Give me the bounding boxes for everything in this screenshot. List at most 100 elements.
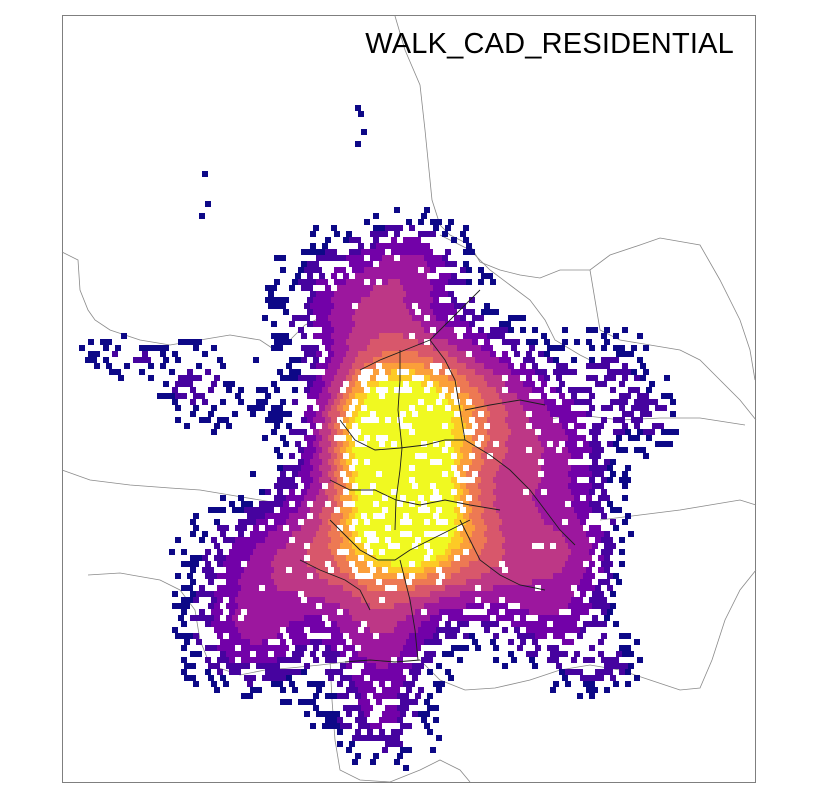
density-cell [568,495,574,501]
density-cell [475,525,481,531]
density-cell [157,345,163,351]
density-cell [397,333,403,339]
density-cell [370,399,376,405]
density-cell [529,561,535,567]
density-cell [538,531,544,537]
density-cell [238,627,244,633]
density-cell [286,591,292,597]
density-cell [373,249,379,255]
density-cell [529,345,535,351]
density-cell [595,669,601,675]
density-cell [502,435,508,441]
density-cell [550,567,556,573]
density-cell [328,519,334,525]
density-cell [241,693,247,699]
density-cell [493,621,499,627]
density-cell [481,393,487,399]
density-cell [313,585,319,591]
density-cell [589,681,595,687]
density-cell [262,387,268,393]
density-cell [304,663,310,669]
density-cell [337,669,343,675]
density-cell [400,471,406,477]
density-cell [415,465,421,471]
density-cell [484,483,490,489]
density-cell [280,339,286,345]
density-cell [397,693,403,699]
density-cell [502,663,508,669]
density-cell [358,387,364,393]
density-cell [481,489,487,495]
density-cell [337,585,343,591]
density-cell [289,681,295,687]
density-cell [388,435,394,441]
density-cell [628,531,634,537]
density-cell [460,567,466,573]
density-cell [379,285,385,291]
density-cell [460,399,466,405]
density-cell [349,237,355,243]
density-cell [355,297,361,303]
density-cell [301,429,307,435]
density-cell [196,339,202,345]
density-cell [562,363,568,369]
density-cell [433,393,439,399]
density-cell [472,603,478,609]
density-cell [361,261,367,267]
density-cell [247,585,253,591]
density-cell [511,369,517,375]
density-cell [394,567,400,573]
density-cell [328,615,334,621]
density-cell [520,591,526,597]
density-cell [568,387,574,393]
density-cell [295,357,301,363]
density-cell [319,681,325,687]
density-cell [388,387,394,393]
density-cell [301,285,307,291]
density-cell [211,537,217,543]
density-cell [451,549,457,555]
density-cell [547,429,553,435]
density-cell [274,411,280,417]
density-cell [580,555,586,561]
density-cell [376,267,382,273]
density-cell [445,249,451,255]
density-cell [391,537,397,543]
density-cell [571,501,577,507]
density-cell [526,591,532,597]
density-cell [490,531,496,537]
density-cell [457,549,463,555]
density-cell [340,411,346,417]
density-cell [649,381,655,387]
density-cell [583,537,589,543]
density-cell [295,537,301,543]
density-cell [472,315,478,321]
density-cell [427,489,433,495]
density-cell [517,645,523,651]
density-cell [358,363,364,369]
density-cell [364,411,370,417]
density-cell [421,213,427,219]
density-cell [229,573,235,579]
density-cell [550,591,556,597]
density-cell [217,633,223,639]
density-cell [487,345,493,351]
density-cell [412,711,418,717]
density-cell [379,405,385,411]
density-cell [355,477,361,483]
density-cell [544,339,550,345]
density-cell [316,639,322,645]
density-cell [385,285,391,291]
density-cell [448,579,454,585]
density-cell [469,297,475,303]
density-cell [433,225,439,231]
density-cell [391,453,397,459]
density-cell [532,483,538,489]
density-cell [337,621,343,627]
density-cell [613,621,619,627]
density-cell [190,387,196,393]
density-cell [481,417,487,423]
density-cell [388,507,394,513]
density-cell [589,465,595,471]
density-cell [217,645,223,651]
